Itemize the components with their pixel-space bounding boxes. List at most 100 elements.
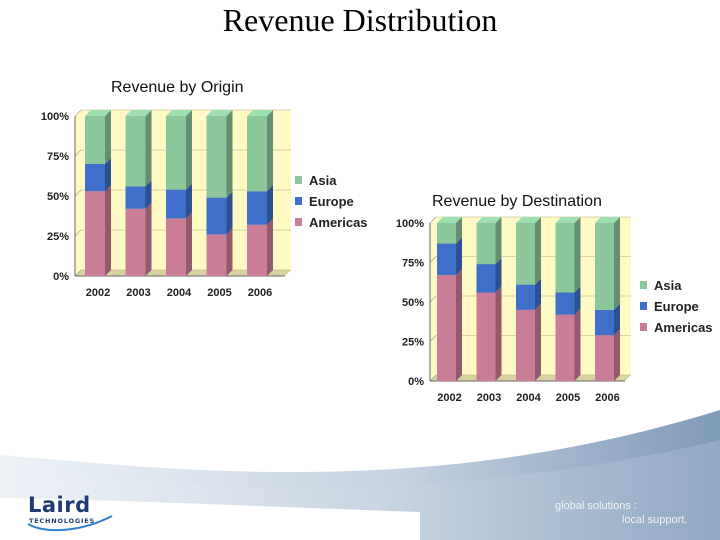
y-tick-label: 100% [396,218,424,230]
legend-label-europe: Europe [654,299,699,314]
y-tick-label: 100% [41,111,69,123]
gridline-depth [74,269,82,277]
chart-legend: Asia Europe Americas [295,173,368,230]
x-tick-label: 2005 [556,392,580,404]
bar-americas-2004-side [535,303,541,381]
bar-europe-2003-side [495,258,502,293]
y-tick-label: 50% [47,191,69,203]
legend-label-americas: Americas [309,215,368,230]
legend-label-americas: Americas [654,320,713,335]
tagline-line-2: local support. [622,514,688,526]
x-tick-label: 2004 [516,392,541,404]
bar-asia-2005 [206,116,227,198]
chart-legend: Asia Europe Americas [640,278,713,335]
bar-europe-2002 [437,243,456,276]
bar-americas-2005-side [226,228,233,276]
bar-europe-2002 [85,164,105,192]
chart-title-origin: Revenue by Origin [111,79,244,96]
bar-asia-2003 [125,116,146,187]
bar-americas-2003 [476,292,496,381]
legend-swatch-asia [295,176,302,184]
legend-swatch-americas [640,323,647,331]
bar-americas-2005-side [574,308,581,381]
slide-title: Revenue Distribution [222,2,498,38]
bar-europe-2005-side [226,191,233,235]
bar-europe-2005 [206,197,227,235]
bar-europe-2003 [125,186,146,209]
bar-asia-2002-side [456,217,462,244]
bar-europe-2003 [476,264,496,293]
bar-americas-2002 [437,275,456,381]
tagline-line-1: global solutions : [555,500,637,512]
bar-top-2006 [595,217,620,223]
legend-swatch-europe [640,302,647,310]
x-tick-label: 2002 [86,287,110,299]
gridline-depth [429,295,437,303]
bar-top-2002 [85,110,111,116]
bar-top-2002 [437,217,462,223]
chart-plot-group: 0% 25% 50% 75% 100% 2002 2003 2004 2005 2006 [396,216,631,404]
bar-americas-2002 [85,191,105,276]
bar-americas-2006 [247,224,267,276]
bar-asia-2006 [595,223,614,310]
legend-label-europe: Europe [309,194,354,209]
gridline-depth [429,256,437,263]
legend-label-asia: Asia [309,173,337,188]
x-tick-label: 2005 [207,287,231,299]
bar-asia-2004-side [535,217,541,285]
bar-americas-2005 [555,314,575,381]
legend-label-asia: Asia [654,278,682,293]
x-tick-label: 2006 [595,392,619,404]
bar-top-2005 [555,217,581,223]
x-tick-label: 2003 [126,287,150,299]
gridline-depth [429,216,437,224]
bar-asia-2005 [555,223,575,293]
bar-top-2006 [247,110,273,116]
bar-asia-2002-side [105,110,111,164]
bar-europe-2006-side [267,185,273,225]
y-tick-label: 75% [402,258,424,270]
bar-americas-2006-side [267,218,273,276]
bar-europe-2005-side [574,286,581,315]
legend-swatch-americas [295,218,302,226]
bar-top-2004 [166,110,192,116]
bar-americas-2002-side [105,185,111,276]
bar-europe-2002-side [456,237,462,276]
bar-americas-2003-side [495,286,502,381]
bar-europe-2006 [247,191,267,225]
bar-americas-2002-side [456,269,462,381]
gridline-depth [74,109,82,117]
y-tick-label: 0% [408,376,424,388]
bar-americas-2006 [595,335,614,381]
bar-asia-2003-side [145,110,152,187]
bar-asia-2004-side [186,110,192,190]
bar-asia-2005-side [574,217,581,293]
bar-europe-2004-side [535,278,541,310]
bar-europe-2005 [555,292,575,315]
bar-asia-2003-side [495,217,502,265]
bar-americas-2006-side [614,329,620,381]
bar-europe-2002-side [105,158,111,192]
bar-asia-2003 [476,223,496,265]
legend-swatch-asia [640,281,647,289]
bar-europe-2004 [516,284,535,310]
bar-americas-2004 [516,309,535,381]
bar-europe-2006 [595,309,614,336]
bar-asia-2005-side [226,110,233,198]
bar-americas-2003 [125,208,146,276]
bar-americas-2004 [166,218,186,276]
bar-asia-2004 [516,223,535,285]
gridline-depth [429,335,437,342]
gridline-depth [74,229,82,237]
y-tick-label: 25% [47,231,69,243]
logo-name: Laird [28,493,91,517]
chart-plot-group: 0% 25% 50% 75% 100% 2002 2003 2004 2005 2006 [41,109,291,299]
y-tick-label: 50% [402,297,424,309]
bar-top-2005 [206,110,233,116]
bar-europe-2004 [166,189,186,219]
legend-swatch-europe [295,197,302,205]
bar-asia-2006-side [267,110,273,192]
gridline-depth [74,149,82,157]
